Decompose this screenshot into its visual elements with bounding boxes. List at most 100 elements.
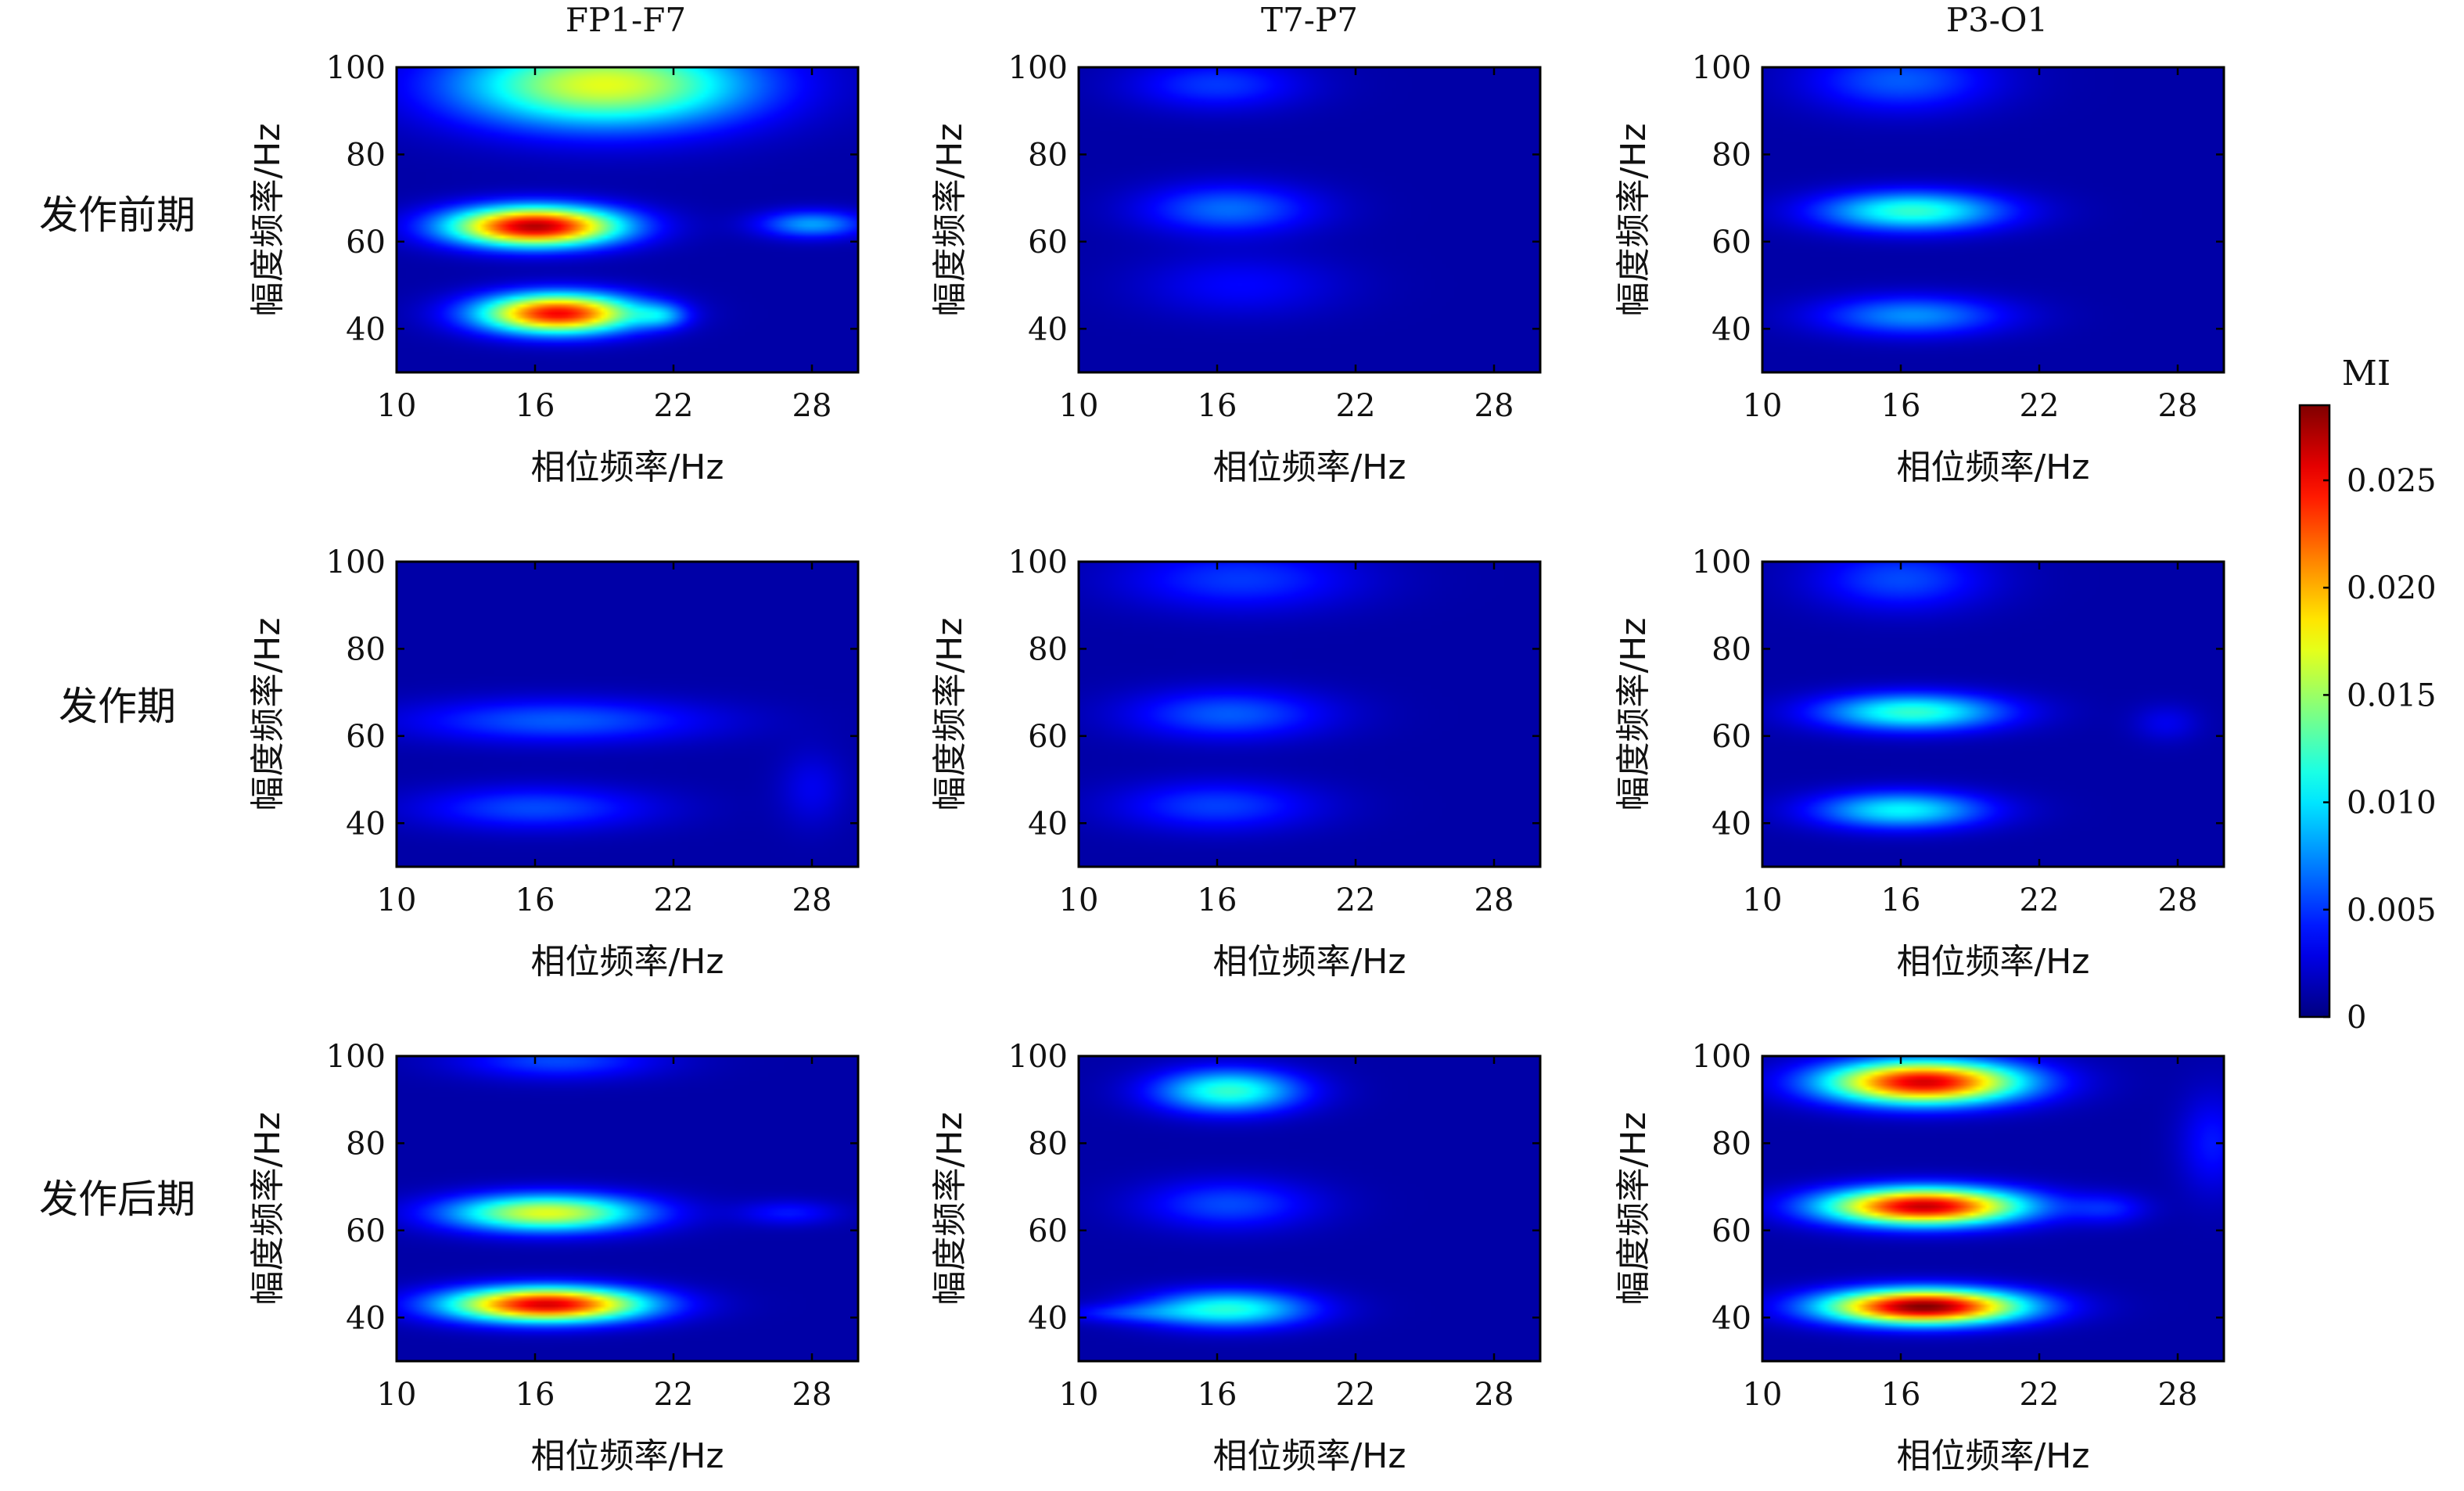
y-tick-label: 80 [1028,631,1068,667]
x-tick-label: 22 [654,1377,694,1413]
panel-frame [1077,66,1542,374]
colorbar-tick-label: 0.020 [2347,570,2437,606]
x-tick-label: 16 [515,882,555,918]
colorbar: MI 0 0.005 0.010 0.015 0.020 0.025 [2298,354,2437,1036]
x-axis-label: 相位频率/Hz [1212,942,1406,982]
panel-2-2: 10 16 22 28 40 60 80 100 相位频率/Hz 幅度频率/Hz [1614,1039,2225,1476]
x-tick-label: 16 [1881,882,1921,918]
row-title-pre-ictal: 发作前期 [39,192,196,238]
x-axis-label: 相位频率/Hz [530,447,724,487]
panel-2-0: 10 16 22 28 40 60 80 100 相位频率/Hz 幅度频率/Hz [248,1039,860,1476]
y-tick-label: 80 [346,137,386,173]
y-axis-label: 幅度频率/Hz [1614,617,1654,810]
y-tick-label: 60 [1712,719,1751,755]
y-tick-label: 80 [346,631,386,667]
x-tick-label: 16 [1881,388,1921,424]
panel-1-1: 10 16 22 28 40 60 80 100 相位频率/Hz 幅度频率/Hz [930,544,1542,982]
panel-frame [1761,66,2225,374]
y-tick-label: 80 [1712,137,1751,173]
x-tick-label: 28 [1474,882,1514,918]
y-tick-label: 40 [1712,806,1751,842]
x-tick-label: 28 [2158,1377,2198,1413]
y-tick-label: 100 [326,544,386,580]
panel-0-1: 10 16 22 28 40 60 80 100 相位频率/Hz 幅度频率/Hz [930,50,1542,487]
heatmap-panels: 10 16 22 28 40 60 80 100 相位频率/Hz 幅度频率/Hz 10 16 22 28 4… [248,50,2225,1476]
colorbar-tick-label: 0.010 [2347,785,2437,821]
y-axis-label: 幅度频率/Hz [248,1112,288,1305]
x-tick-label: 16 [1198,1377,1237,1413]
heatmap-image [1079,562,1540,867]
x-tick-label: 28 [792,1377,832,1413]
panel-frame [1761,560,2225,868]
y-tick-label: 40 [346,311,386,347]
row-title-ictal: 发作期 [59,684,176,729]
x-tick-label: 16 [1198,388,1237,424]
x-tick-label: 22 [2020,882,2060,918]
heatmap-image [397,67,858,372]
heatmap-image [1762,562,2224,867]
y-tick-label: 100 [1008,544,1068,580]
y-tick-label: 40 [1028,1300,1068,1336]
x-tick-label: 22 [1336,388,1376,424]
y-tick-label: 80 [1712,1126,1751,1162]
y-tick-label: 100 [326,50,386,86]
x-tick-label: 28 [792,882,832,918]
x-tick-label: 22 [2020,1377,2060,1413]
heatmap-image [1079,67,1540,372]
y-tick-label: 100 [1008,1039,1068,1075]
x-tick-label: 10 [1059,1377,1099,1413]
heatmap-image [1762,1056,2224,1361]
y-tick-label: 100 [326,1039,386,1075]
y-tick-label: 40 [346,1300,386,1336]
x-tick-label: 10 [1059,388,1099,424]
x-tick-label: 10 [377,388,417,424]
panel-0-0: 10 16 22 28 40 60 80 100 相位频率/Hz 幅度频率/Hz [248,50,860,487]
x-tick-label: 16 [1198,882,1237,918]
panel-frame [395,66,860,374]
x-axis-label: 相位频率/Hz [530,942,724,982]
row-titles: 发作前期 发作期 发作后期 [39,192,196,1222]
colorbar-tick-label: 0.015 [2347,677,2437,713]
x-tick-label: 10 [1743,882,1783,918]
colorbar-tick-label: 0.005 [2347,893,2437,929]
panel-1-2: 10 16 22 28 40 60 80 100 相位频率/Hz 幅度频率/Hz [1614,544,2225,982]
x-tick-label: 16 [515,388,555,424]
y-tick-label: 40 [1028,806,1068,842]
panel-frame [1077,1054,1542,1363]
y-tick-label: 80 [1712,631,1751,667]
y-tick-label: 40 [1712,311,1751,347]
y-tick-label: 60 [1712,225,1751,260]
y-tick-label: 80 [1028,137,1068,173]
y-axis-label: 幅度频率/Hz [1614,123,1654,316]
x-tick-label: 28 [2158,388,2198,424]
y-tick-label: 60 [1712,1213,1751,1249]
x-tick-label: 28 [2158,882,2198,918]
column-titles: FP1-F7 T7-P7 P3-O1 [566,1,2048,39]
x-tick-label: 22 [654,388,694,424]
x-tick-label: 10 [377,1377,417,1413]
y-tick-label: 60 [346,1213,386,1249]
panel-frame [1077,560,1542,868]
y-tick-label: 100 [1008,50,1068,86]
y-axis-label: 幅度频率/Hz [930,123,970,316]
y-axis-label: 幅度频率/Hz [248,123,288,316]
x-tick-label: 28 [1474,1377,1514,1413]
x-tick-label: 10 [1059,882,1099,918]
x-tick-label: 22 [1336,1377,1376,1413]
y-tick-label: 40 [1028,311,1068,347]
y-tick-label: 60 [1028,1213,1068,1249]
x-axis-label: 相位频率/Hz [1896,447,2089,487]
x-tick-label: 22 [2020,388,2060,424]
column-title-t7-p7: T7-P7 [1261,1,1358,39]
panel-1-0: 10 16 22 28 40 60 80 100 相位频率/Hz 幅度频率/Hz [248,544,860,982]
panel-2-1: 10 16 22 28 40 60 80 100 相位频率/Hz 幅度频率/Hz [930,1039,1542,1476]
y-tick-label: 100 [1692,50,1751,86]
x-tick-label: 10 [1743,388,1783,424]
heatmap-image [1079,1056,1540,1361]
y-tick-label: 80 [346,1126,386,1162]
y-tick-label: 60 [1028,719,1068,755]
colorbar-tick-label: 0.025 [2347,463,2437,499]
x-axis-label: 相位频率/Hz [530,1436,724,1476]
x-axis-label: 相位频率/Hz [1212,1436,1406,1476]
